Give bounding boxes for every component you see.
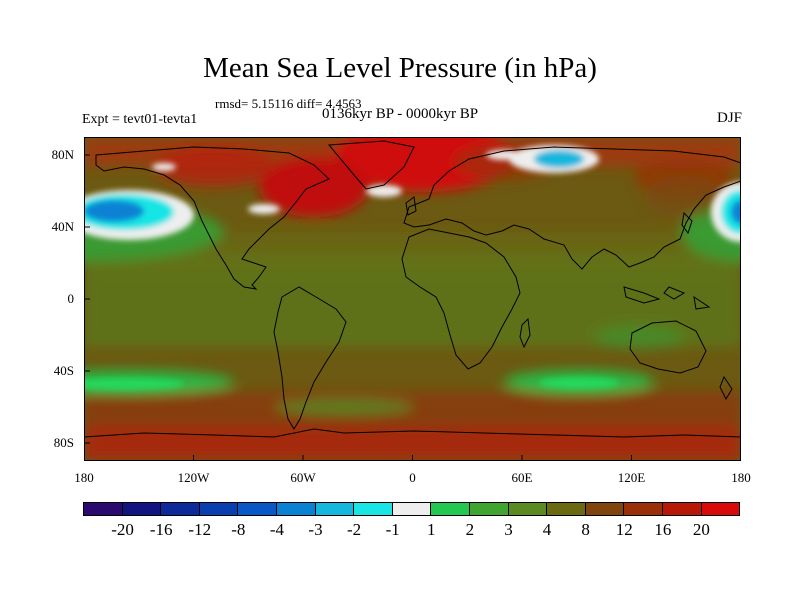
colorbar-label: 20 xyxy=(692,520,710,539)
colorbar-label: -20 xyxy=(111,520,134,539)
colorbar-swatch xyxy=(546,502,586,516)
experiment-label: Expt = tevt01-tevta1 xyxy=(82,112,198,127)
x-tick-label: 0 xyxy=(409,470,416,485)
colorbar xyxy=(83,502,741,516)
axis-ticks xyxy=(84,154,741,461)
colorbar-label: -2 xyxy=(347,520,362,539)
contour-bands xyxy=(84,137,741,461)
colorbar-swatch xyxy=(661,502,702,516)
x-tick-label: 120E xyxy=(617,470,646,485)
x-tick-label: 60W xyxy=(290,470,316,485)
y-tick-label: 0 xyxy=(67,291,75,306)
anomaly-features xyxy=(84,145,741,390)
colorbar-label: -3 xyxy=(308,520,323,539)
colorbar-swatch xyxy=(430,502,470,516)
colorbar-swatch xyxy=(623,502,663,516)
x-tick-label: 60E xyxy=(511,470,533,485)
y-tick-label: 80N xyxy=(51,147,74,162)
colorbar-swatch xyxy=(353,502,393,516)
x-tick-label: 180 xyxy=(731,470,751,485)
y-tick-label: 80S xyxy=(53,435,74,450)
colorbar-label: 2 xyxy=(465,520,475,539)
pressure-map xyxy=(84,137,741,461)
colorbar-label: 16 xyxy=(654,520,672,539)
colorbar-label: -1 xyxy=(385,520,400,539)
colorbar-label: -16 xyxy=(149,520,173,539)
colorbar-label: 12 xyxy=(615,520,633,539)
colorbar-label: -12 xyxy=(188,520,212,539)
x-tick-label: 180 xyxy=(74,470,94,485)
colorbar-swatch xyxy=(83,502,123,516)
colorbar-label: 8 xyxy=(581,520,590,539)
colorbar-swatch xyxy=(121,502,162,516)
colorbar-swatch xyxy=(237,502,277,516)
x-tick-label: 120W xyxy=(177,470,210,485)
period-label: 0136kyr BP - 0000kyr BP xyxy=(322,106,479,122)
colorbar-swatch xyxy=(198,502,239,516)
y-tick-label: 40N xyxy=(51,219,74,234)
colorbar-swatch xyxy=(507,502,548,516)
coastlines xyxy=(84,140,741,438)
colorbar-swatch xyxy=(700,502,741,516)
colorbar-swatch xyxy=(584,502,625,516)
colorbar-label: 3 xyxy=(504,520,513,539)
chart-title: Mean Sea Level Pressure (in hPa) xyxy=(203,52,597,84)
colorbar-label: -8 xyxy=(231,520,246,539)
colorbar-swatch xyxy=(275,502,316,516)
colorbar-swatch xyxy=(468,502,509,516)
y-tick-label: 40S xyxy=(53,363,74,378)
colorbar-swatch xyxy=(391,502,432,516)
colorbar-label: 4 xyxy=(542,520,552,539)
colorbar-label: -4 xyxy=(269,520,285,539)
colorbar-swatch xyxy=(160,502,200,516)
colorbar-swatch xyxy=(314,502,355,516)
stats-line: rmsd= 5.15116 diff= 4.4563 xyxy=(215,96,362,111)
colorbar-label: 1 xyxy=(427,520,436,539)
season-label: DJF xyxy=(716,110,742,126)
